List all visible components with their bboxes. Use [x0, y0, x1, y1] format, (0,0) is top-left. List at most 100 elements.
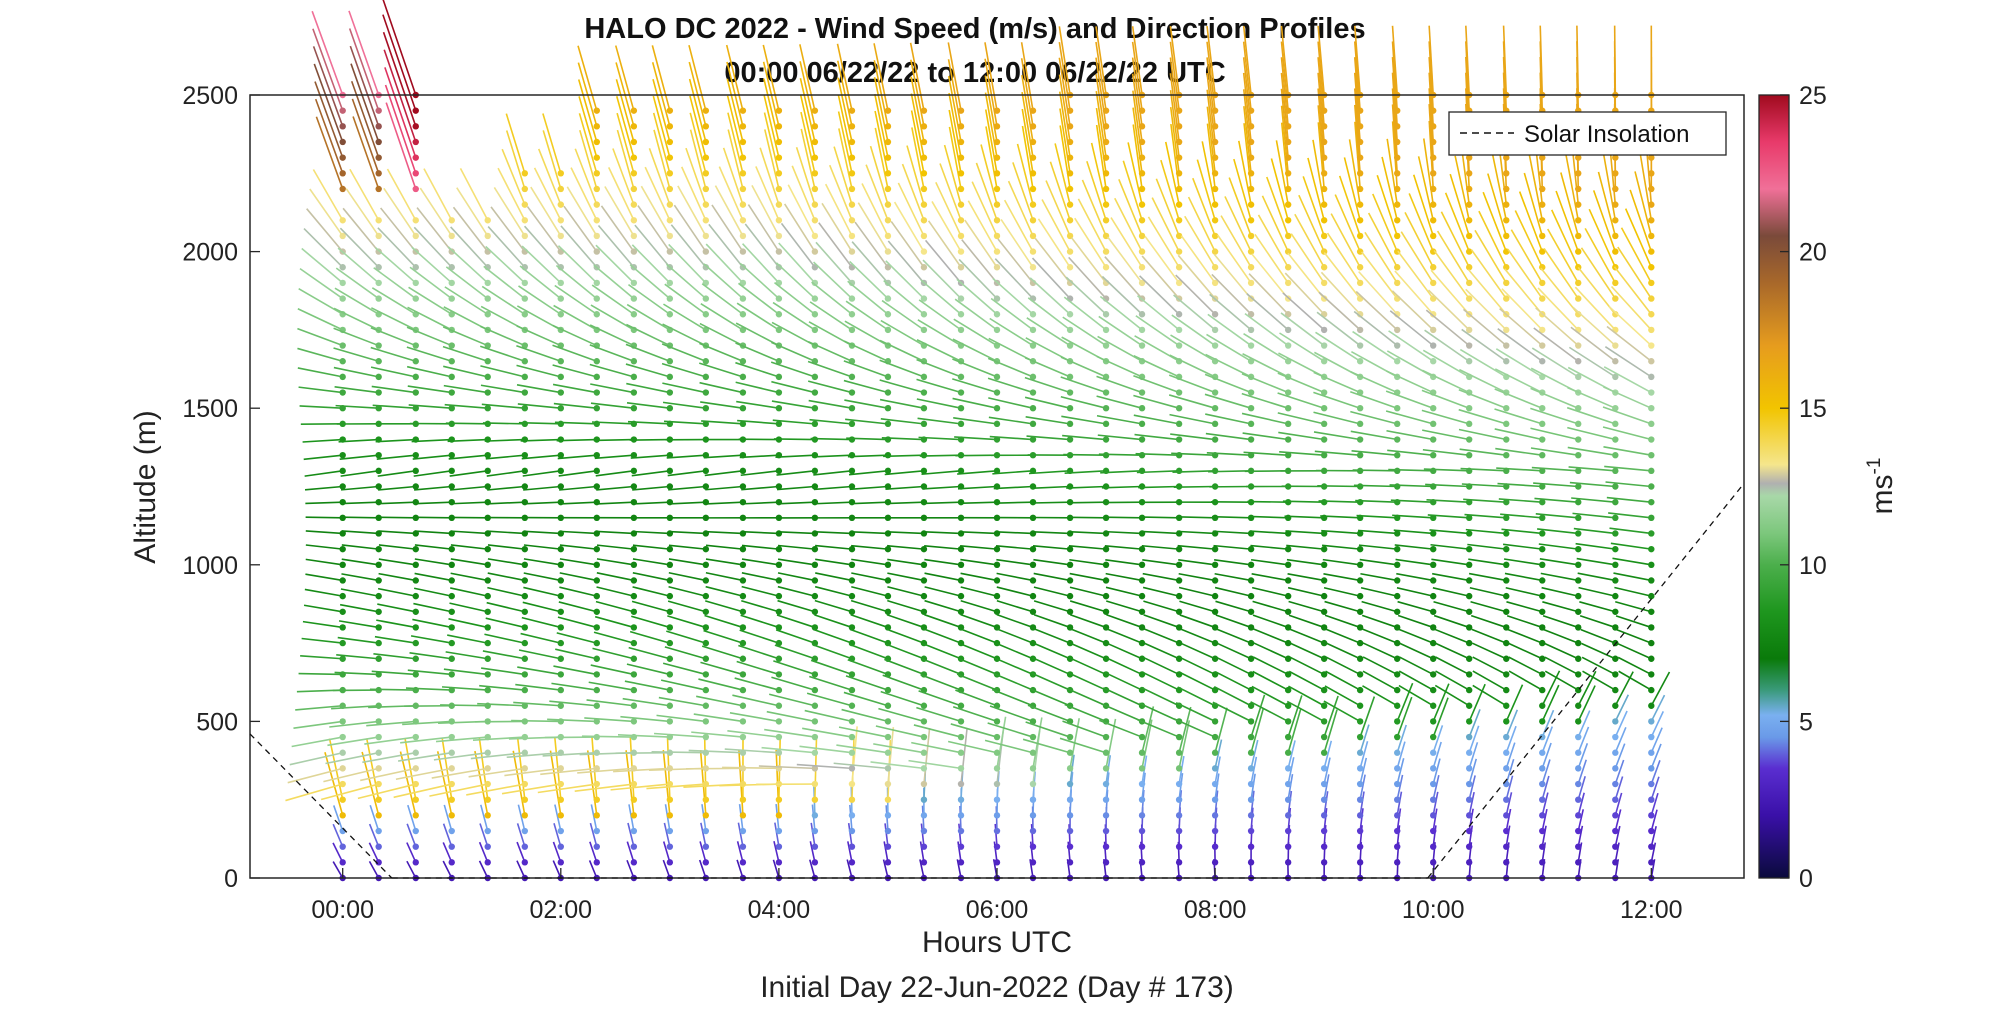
colorbar-tick-label: 0 — [1799, 865, 1813, 893]
wind-barb-point — [1320, 718, 1328, 725]
wind-barb-shaft — [512, 750, 526, 816]
wind-barb-point — [993, 201, 1001, 208]
wind-barb-shaft — [1495, 447, 1543, 456]
wind-barb-point — [593, 217, 600, 224]
wind-barb-shaft — [596, 572, 635, 582]
wind-barb-shaft — [666, 630, 707, 644]
wind-barb-shaft — [814, 501, 852, 505]
wind-barb-shaft — [996, 716, 1007, 769]
wind-barb-shaft — [480, 804, 489, 832]
wind-barb-shaft — [595, 600, 635, 613]
wind-barb-point — [1430, 530, 1437, 537]
wind-barb-shaft — [1312, 139, 1325, 205]
wind-barb-shaft — [1393, 529, 1434, 535]
wind-barb-point — [1284, 436, 1292, 443]
wind-barb-point — [1066, 170, 1074, 177]
wind-barb-shaft — [596, 501, 634, 505]
wind-barb-shaft — [554, 284, 598, 315]
wind-barb-shaft — [960, 728, 968, 785]
wind-barb-shaft — [593, 438, 634, 442]
wind-barb-shaft — [450, 587, 488, 597]
wind-barb-point — [1394, 702, 1401, 709]
wind-barb-shaft — [772, 419, 815, 425]
wind-barb-point — [448, 796, 455, 803]
wind-barb-shaft — [815, 558, 853, 566]
wind-barb-point — [993, 107, 1001, 114]
wind-barb-point — [557, 185, 564, 193]
wind-barb-shaft — [559, 558, 597, 566]
wind-barb-point — [1138, 545, 1146, 553]
wind-barb-shaft — [741, 572, 780, 582]
wind-barb-shaft — [300, 655, 343, 660]
wind-barb-shaft — [1058, 26, 1071, 96]
wind-barb-shaft — [481, 667, 525, 676]
wind-barb-shaft — [996, 613, 1034, 629]
wind-barb-shaft — [383, 49, 417, 143]
wind-barb-shaft — [984, 42, 998, 111]
wind-barb-point — [1575, 545, 1582, 553]
wind-barb-point — [920, 201, 928, 208]
wind-barb-shaft — [1242, 89, 1252, 158]
wind-barb-point — [739, 639, 747, 647]
wind-barb-shaft — [301, 637, 343, 644]
wind-barb-shaft — [1058, 57, 1071, 127]
wind-barb-point — [884, 545, 892, 553]
wind-barb-shaft — [407, 385, 452, 394]
wind-barb-shaft — [1170, 123, 1180, 190]
wind-barb-point — [1612, 702, 1619, 709]
wind-barb-shaft — [1246, 293, 1289, 331]
wind-barb-shaft — [1279, 451, 1325, 456]
wind-barb-shaft — [521, 454, 561, 460]
wind-barb-shaft — [341, 558, 379, 566]
wind-barb-point — [1575, 201, 1582, 208]
wind-barb-point — [1394, 843, 1401, 850]
wind-barb-point — [920, 498, 928, 506]
wind-barb-point — [375, 749, 382, 756]
wind-barb-point — [412, 451, 419, 459]
wind-barb-point — [1102, 843, 1110, 850]
wind-barb-shaft — [626, 323, 671, 347]
wind-barb-shaft — [815, 544, 853, 550]
wind-barb-point — [630, 170, 638, 177]
wind-barb-shaft — [1494, 428, 1543, 441]
wind-barb-point — [521, 765, 529, 772]
wind-barb-point — [1320, 530, 1328, 537]
wind-barb-point — [1430, 608, 1437, 615]
wind-barb-shaft — [484, 633, 525, 644]
wind-barb-shaft — [804, 709, 853, 723]
wind-barb-shaft — [332, 805, 344, 832]
wind-barb-point — [1648, 185, 1655, 193]
wind-barb-point — [1102, 248, 1110, 255]
wind-barb-point — [1284, 326, 1292, 334]
wind-barb-point — [993, 859, 1001, 866]
wind-barb-point — [1465, 514, 1473, 522]
wind-barb-point — [1247, 592, 1255, 600]
wind-barb-shaft — [1063, 453, 1107, 456]
wind-barb-shaft — [1288, 600, 1325, 613]
wind-barb-point — [1503, 498, 1510, 506]
wind-barb-shaft — [988, 416, 1034, 425]
wind-barb-shaft — [735, 342, 780, 362]
wind-barb-point — [775, 420, 783, 428]
wind-barb-shaft — [628, 283, 671, 315]
wind-barb-point — [957, 170, 965, 177]
wind-barb-shaft — [1609, 527, 1652, 535]
wind-barb-point — [1247, 843, 1255, 850]
wind-barb-shaft — [1104, 530, 1143, 535]
wind-barb-shaft — [1097, 335, 1143, 362]
wind-barb-shaft — [1288, 685, 1325, 707]
wind-barb-point — [484, 827, 491, 835]
wind-barb-shaft — [345, 188, 380, 237]
wind-barb-shaft — [1504, 572, 1543, 582]
wind-barb-shaft — [442, 345, 488, 362]
wind-barb-shaft — [486, 470, 525, 477]
wind-barb-shaft — [1317, 25, 1325, 96]
wind-barb-point — [884, 780, 892, 788]
wind-barb-point — [957, 311, 965, 318]
wind-barb-point — [1394, 326, 1401, 334]
wind-barb-point — [1102, 577, 1110, 584]
wind-barb-point — [1356, 827, 1364, 835]
wind-barb-shaft — [777, 572, 816, 582]
wind-barb-shaft — [1541, 759, 1551, 785]
wind-barb-point — [630, 107, 638, 114]
